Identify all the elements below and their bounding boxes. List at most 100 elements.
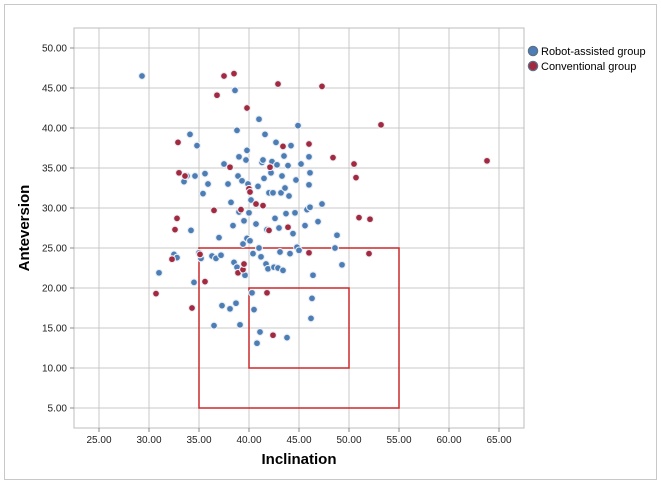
robot-assisted-point bbox=[283, 333, 291, 342]
robot-assisted-point bbox=[246, 236, 254, 245]
robot-assisted-point bbox=[252, 220, 260, 228]
y-tick-label: 20.00 bbox=[42, 284, 67, 295]
robot-assisted-point bbox=[272, 138, 280, 147]
conventional-point bbox=[366, 215, 374, 224]
robot-assisted-point bbox=[224, 180, 232, 188]
x-tick-label: 30.00 bbox=[136, 435, 161, 446]
robot-assisted-point bbox=[204, 180, 212, 188]
robot-assisted-point bbox=[295, 246, 303, 255]
x-tick-label: 55.00 bbox=[386, 435, 411, 446]
x-tick-label: 40.00 bbox=[236, 435, 261, 446]
y-tick-label: 5.00 bbox=[48, 404, 68, 415]
robot-assisted-point bbox=[281, 184, 289, 192]
conventional-point bbox=[181, 172, 189, 180]
conventional-point bbox=[377, 120, 385, 129]
conventional-point bbox=[279, 142, 287, 151]
conventional-point bbox=[226, 163, 234, 172]
robot-assisted-point bbox=[275, 224, 283, 232]
conventional-point bbox=[237, 205, 245, 214]
robot-assisted-point bbox=[190, 278, 198, 287]
conventional-point bbox=[305, 248, 313, 257]
robot-assisted-point bbox=[235, 152, 243, 161]
conventional-point bbox=[188, 304, 196, 312]
robot-assisted-point bbox=[261, 130, 269, 139]
robot-assisted-point bbox=[248, 288, 256, 297]
robot-assisted-point bbox=[250, 305, 258, 314]
robot-assisted-point bbox=[233, 126, 241, 135]
y-tick-label: 30.00 bbox=[42, 204, 67, 215]
conventional-point bbox=[174, 138, 182, 147]
y-tick-label: 25.00 bbox=[42, 244, 67, 255]
conventional-point bbox=[196, 250, 204, 259]
conventional-point bbox=[243, 104, 251, 112]
y-tick-label: 35.00 bbox=[42, 164, 67, 175]
robot-assisted-point bbox=[240, 216, 248, 225]
robot-assisted-point bbox=[269, 188, 277, 197]
robot-assisted-point bbox=[217, 251, 225, 260]
robot-assisted-point bbox=[249, 249, 257, 258]
x-tick-label: 50.00 bbox=[336, 435, 361, 446]
robot-assisted-point bbox=[254, 182, 262, 191]
y-axis-ticks: 5.00 10.00 15.00 20.00 25.00 30.00 35.00 40.00 4… bbox=[42, 44, 74, 415]
conventional-point bbox=[152, 289, 160, 298]
conventional-point bbox=[263, 288, 271, 297]
x-tick-label: 45.00 bbox=[286, 435, 311, 446]
robot-assisted-point bbox=[309, 271, 317, 280]
robot-assisted-point bbox=[305, 152, 313, 161]
conventional-point bbox=[168, 255, 176, 264]
robot-assisted-point bbox=[227, 198, 235, 207]
robot-assisted-point bbox=[331, 244, 339, 252]
conventional-point bbox=[355, 213, 363, 222]
conventional-point bbox=[220, 72, 228, 80]
robot-assisted-point bbox=[191, 172, 199, 180]
robot-assisted-point bbox=[273, 160, 281, 169]
robot-assisted-point bbox=[318, 200, 326, 208]
robot-assisted-point bbox=[279, 266, 287, 275]
robot-assisted-point bbox=[199, 189, 207, 198]
x-axis-ticks: 25.00 30.00 35.00 40.00 45.00 50.00 55.00 60.00… bbox=[86, 428, 512, 446]
conventional-point bbox=[246, 188, 254, 196]
conventional-point bbox=[483, 156, 491, 165]
conventional-point bbox=[210, 206, 218, 215]
conventional-point bbox=[318, 82, 326, 91]
conventional-point bbox=[284, 223, 292, 232]
robot-assisted-point bbox=[306, 168, 314, 177]
robot-assisted-point bbox=[301, 221, 309, 230]
y-tick-label: 45.00 bbox=[42, 84, 67, 95]
conventional-point bbox=[305, 140, 313, 148]
legend-marker bbox=[527, 45, 539, 57]
robot-assisted-point bbox=[186, 130, 194, 139]
robot-assisted-point bbox=[289, 229, 297, 238]
conventional-point bbox=[329, 153, 337, 162]
scatter-plot: 25.00 30.00 35.00 40.00 45.00 50.00 55.00 60.00… bbox=[16, 27, 646, 468]
conventional-point bbox=[350, 160, 358, 168]
robot-assisted-point bbox=[242, 156, 250, 164]
robot-assisted-point bbox=[155, 268, 163, 277]
robot-assisted-point bbox=[314, 217, 322, 226]
conventional-point bbox=[365, 249, 373, 258]
robot-assisted-point bbox=[256, 328, 264, 336]
robot-assisted-point bbox=[278, 172, 286, 180]
conventional-point bbox=[240, 260, 248, 268]
y-tick-label: 15.00 bbox=[42, 324, 67, 335]
y-axis-title: Anteversion bbox=[16, 185, 33, 272]
conventional-point bbox=[266, 163, 274, 172]
conventional-point bbox=[230, 69, 238, 78]
robot-assisted-point bbox=[232, 299, 240, 308]
robot-assisted-point bbox=[193, 141, 201, 150]
conventional-point bbox=[259, 201, 267, 210]
robot-assisted-point bbox=[280, 152, 288, 160]
y-tick-label: 40.00 bbox=[42, 124, 67, 135]
robot-assisted-point bbox=[292, 176, 300, 184]
conventional-point bbox=[201, 277, 209, 286]
robot-assisted-point bbox=[308, 294, 316, 303]
robot-assisted-point bbox=[236, 320, 244, 329]
robot-assisted-point bbox=[210, 321, 218, 330]
robot-assisted-point bbox=[201, 169, 209, 178]
robot-assisted-point bbox=[243, 146, 251, 155]
robot-assisted-point bbox=[253, 339, 261, 348]
chart-frame: 25.00 30.00 35.00 40.00 45.00 50.00 55.00 60.00… bbox=[4, 4, 657, 480]
robot-assisted-point bbox=[305, 180, 313, 189]
robot-assisted-point bbox=[260, 174, 268, 183]
reference-box bbox=[248, 287, 350, 369]
